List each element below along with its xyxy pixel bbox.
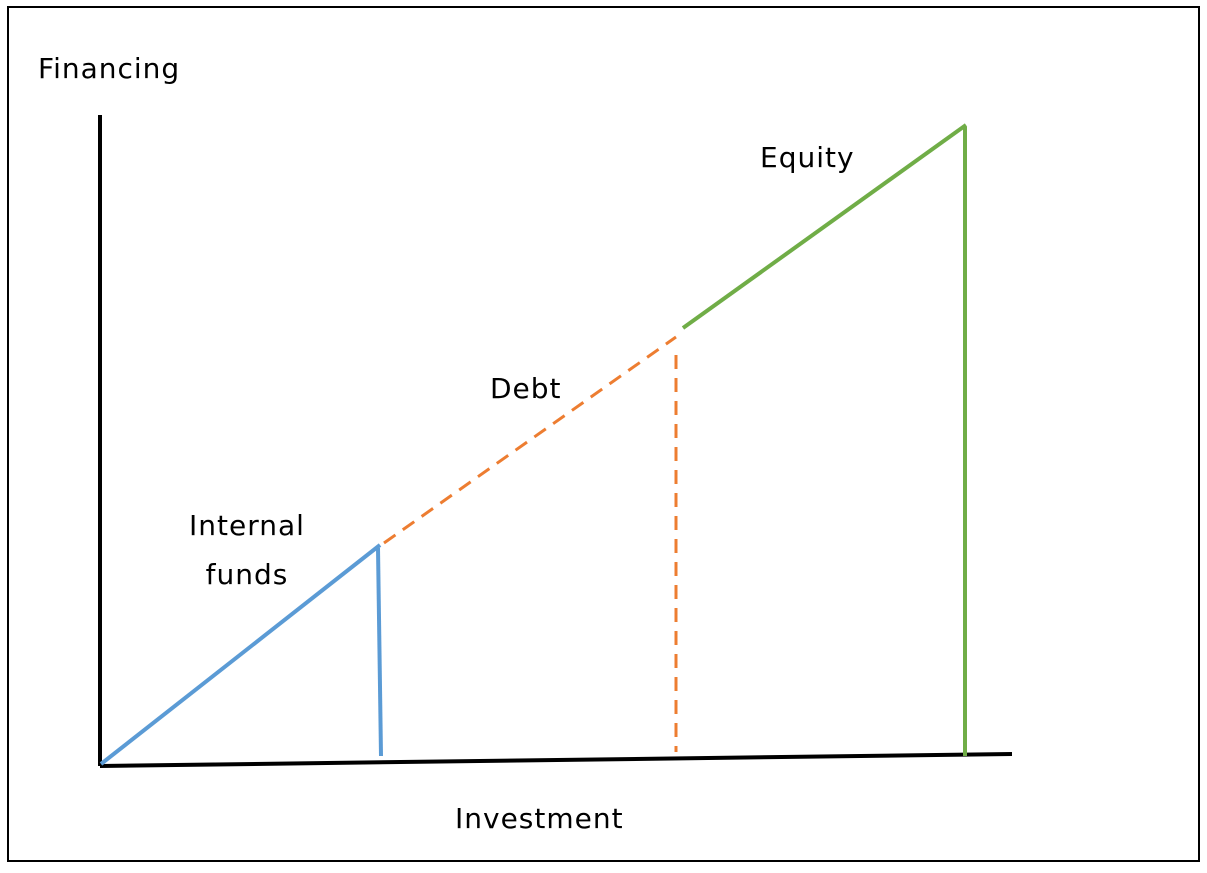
x-axis <box>99 752 1013 768</box>
segment-label: Equity <box>760 141 855 174</box>
segment-label: funds <box>206 558 289 591</box>
segment-label: Debt <box>490 372 562 405</box>
internal-funds-drop <box>376 547 383 757</box>
segment-label: Internal <box>189 509 305 542</box>
equity-line <box>681 123 968 330</box>
internal-funds-line <box>99 543 382 766</box>
debt-line <box>383 335 677 545</box>
x-axis-label: Investment <box>455 802 624 835</box>
frame <box>7 6 1200 862</box>
y-axis-label: Financing <box>38 52 180 85</box>
